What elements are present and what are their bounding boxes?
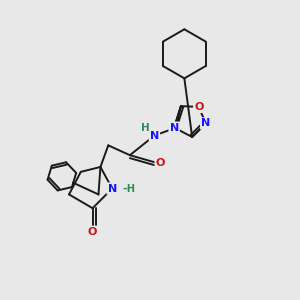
Text: N: N bbox=[108, 184, 117, 194]
Text: O: O bbox=[156, 158, 165, 168]
Text: –H: –H bbox=[122, 184, 135, 194]
Text: N: N bbox=[150, 130, 159, 141]
Text: N: N bbox=[169, 123, 179, 133]
Text: O: O bbox=[194, 102, 203, 112]
Text: O: O bbox=[88, 227, 97, 237]
Text: H: H bbox=[141, 123, 150, 133]
Text: N: N bbox=[201, 118, 210, 128]
